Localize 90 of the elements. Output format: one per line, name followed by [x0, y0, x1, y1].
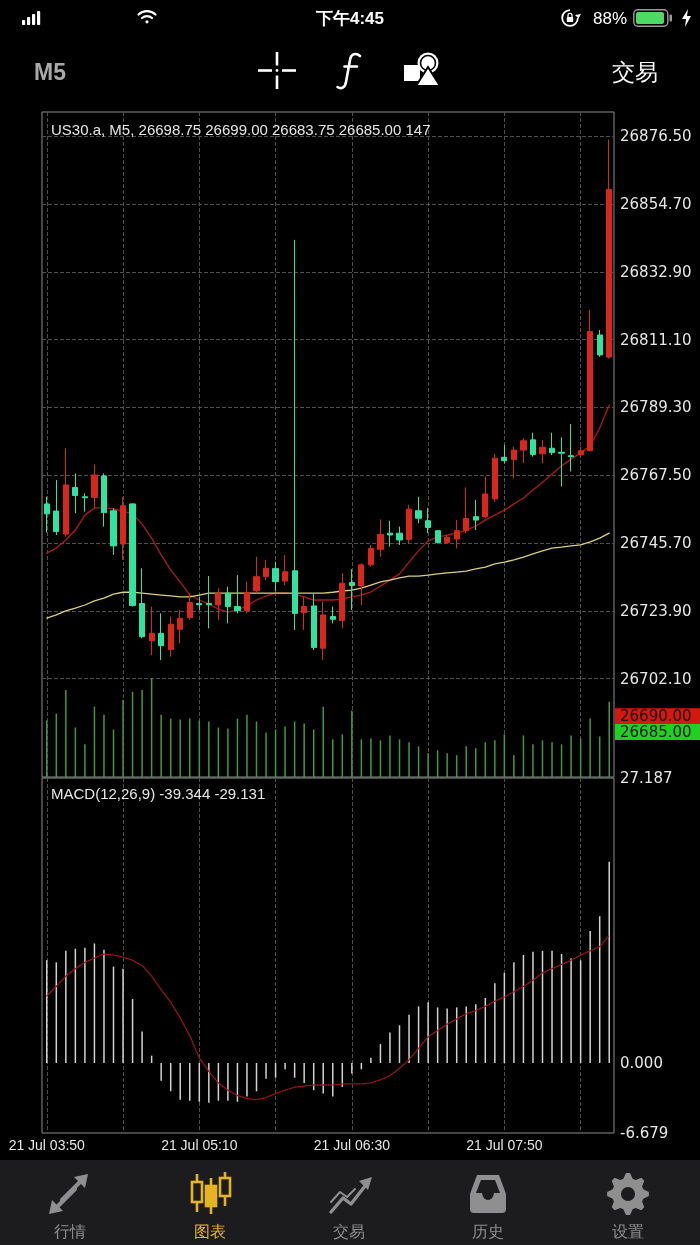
y-tick-label: 27.187 — [620, 769, 673, 787]
y-tick-label: -6.679 — [620, 1124, 669, 1142]
candlestick — [597, 329, 603, 358]
x-tick-label: 21 Jul 06:30 — [313, 1137, 391, 1153]
y-tick-label: 26811.10 — [620, 330, 692, 349]
candlestick — [406, 504, 412, 544]
candlestick — [244, 581, 250, 614]
candlestick — [253, 556, 260, 594]
candlestick — [539, 439, 546, 464]
candlestick — [587, 309, 593, 453]
candlestick — [549, 432, 555, 456]
y-tick-label: 26789.30 — [620, 398, 692, 417]
candlestick — [215, 587, 221, 621]
y-tick-label: 26854.70 — [620, 195, 692, 214]
candlestick — [139, 567, 145, 639]
candlestick — [234, 574, 241, 614]
text: M5 — [34, 58, 66, 85]
candlestick — [158, 612, 164, 661]
text: 设置 — [612, 1223, 644, 1240]
candlestick — [387, 520, 393, 548]
candlestick — [530, 432, 536, 458]
y-tick-label: 26702.10 — [620, 669, 692, 688]
y-tick-label: 0.000 — [620, 1053, 663, 1072]
candlestick — [82, 492, 88, 513]
text: 下午4:45 — [315, 8, 385, 28]
text: 交易 — [612, 58, 658, 85]
candlestick — [187, 592, 193, 621]
candlestick — [425, 507, 431, 534]
text: 88% — [592, 8, 627, 28]
candlestick — [91, 463, 98, 509]
candlestick — [263, 559, 269, 581]
candlestick — [473, 499, 479, 531]
candlestick — [396, 526, 403, 546]
candlestick — [511, 446, 517, 479]
candlestick — [301, 596, 307, 631]
line-series — [46, 404, 610, 613]
candlestick — [196, 596, 202, 611]
candlestick — [177, 609, 183, 644]
y-tick-label: 26723.90 — [620, 601, 692, 620]
x-tick-label: 21 Jul 07:50 — [466, 1137, 543, 1153]
candlestick — [44, 496, 50, 534]
candlestick — [101, 472, 107, 528]
candlestick — [53, 479, 59, 536]
candlestick — [463, 486, 469, 534]
line-series — [46, 934, 610, 1101]
candlestick — [368, 544, 374, 568]
y-tick-label: 26832.90 — [620, 262, 692, 281]
candlestick — [272, 561, 279, 593]
candlestick — [454, 519, 460, 549]
candlestick — [377, 518, 384, 558]
candlestick — [282, 554, 288, 586]
candlestick — [520, 437, 527, 464]
candlestick — [568, 423, 574, 473]
candlestick — [501, 444, 507, 464]
candlestick — [206, 575, 212, 629]
candlestick — [444, 534, 450, 544]
candlestick — [558, 436, 565, 487]
x-tick-label: 21 Jul 03:50 — [8, 1137, 86, 1153]
candlestick — [320, 601, 326, 661]
candlestick — [606, 139, 612, 360]
x-tick-label: 21 Jul 05:10 — [161, 1137, 238, 1153]
candlestick — [358, 562, 364, 606]
candlestick — [292, 239, 298, 631]
candlestick — [110, 507, 117, 556]
y-tick-label: 26745.70 — [620, 534, 692, 553]
candlestick — [578, 446, 584, 458]
y-tick-label: 26876.50 — [620, 127, 692, 146]
candlestick — [482, 476, 488, 519]
candlestick — [330, 606, 336, 624]
candlestick — [415, 496, 422, 524]
text: 图表 — [194, 1223, 226, 1240]
text: 行情 — [54, 1223, 86, 1240]
candlestick — [435, 529, 441, 544]
line-series — [46, 532, 610, 619]
candlestick — [63, 447, 69, 538]
text: US30.a, M5, 26698.75 26699.00 26683.75 26685.00 147 — [51, 121, 431, 138]
candlestick — [311, 592, 317, 651]
candlestick — [225, 586, 231, 624]
candlestick — [72, 472, 78, 514]
candlestick — [492, 453, 498, 503]
text: 交易 — [333, 1223, 365, 1240]
candlestick — [149, 606, 155, 656]
text: 历史 — [472, 1223, 504, 1240]
candlestick — [168, 616, 174, 658]
text: MACD(12,26,9) -39.344 -29.131 — [51, 785, 266, 802]
candlestick — [349, 568, 355, 611]
y-tick-label: 26767.50 — [620, 466, 692, 485]
candlestick — [339, 572, 345, 629]
candlestick — [129, 502, 136, 608]
candlestick — [120, 496, 126, 561]
